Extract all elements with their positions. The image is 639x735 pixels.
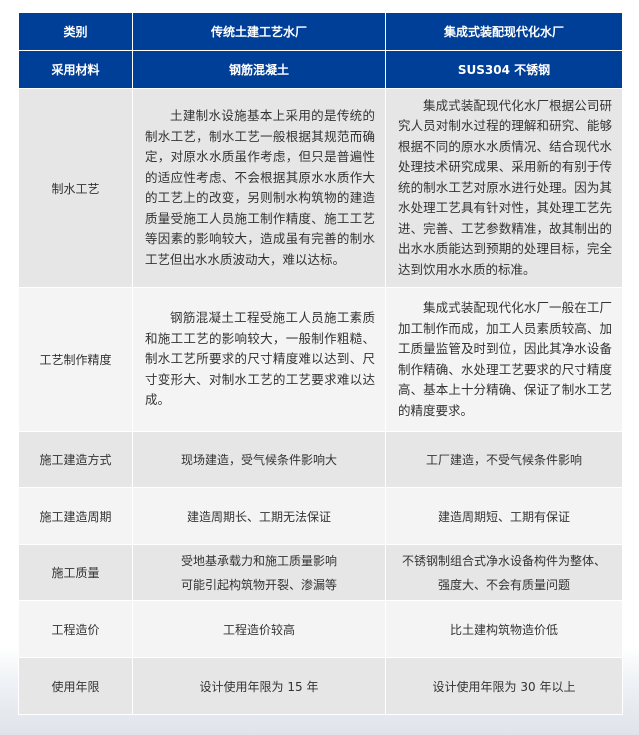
header-category: 类别: [18, 12, 133, 51]
cell-traditional: 现场建造，受气候条件影响大: [132, 431, 386, 488]
table-row: 制水工艺 土建制水设施基本上采用的是传统的制水工艺，制水工艺一般根据其规范而确定…: [18, 88, 623, 288]
row-label: 制水工艺: [18, 88, 133, 288]
cell-integrated: 集成式装配现代化水厂根据公司研究人员对制水过程的理解和研究、能够根据不同的原水水…: [398, 97, 612, 277]
cell-traditional: 土建制水设施基本上采用的是传统的制水工艺，制水工艺一般根据其规范而确定，对原水水…: [145, 108, 375, 267]
cell-traditional: 钢筋混凝土工程受施工人员施工素质和施工工艺的影响较大，一般制作粗糙、制水工艺所要…: [145, 310, 375, 408]
material-row: 采用材料 钢筋混凝土 SUS304 不锈钢: [18, 50, 623, 89]
cell-line: 不锈钢制组合式净水设备构件为整体、: [401, 553, 606, 568]
cell-integrated: 工厂建造，不受气候条件影响: [385, 431, 623, 488]
table-row: 施工质量 受地基承载力和施工质量影响 可能引起构筑物开裂、渗漏等 不锈钢制组合式…: [18, 544, 623, 601]
comparison-table: 类别 传统土建工艺水厂 集成式装配现代化水厂 采用材料 钢筋混凝土 SUS304…: [18, 12, 623, 715]
table-row: 施工建造周期 建造周期长、工期无法保证 建造周期短、工期有保证: [18, 487, 623, 545]
header-integrated: 集成式装配现代化水厂: [385, 12, 623, 51]
table-row: 使用年限 设计使用年限为 15 年 设计使用年限为 30 年以上: [18, 657, 623, 715]
material-traditional: 钢筋混凝土: [132, 50, 386, 89]
row-label: 工程造价: [18, 600, 133, 658]
cell-line: 强度大、不会有质量问题: [437, 577, 570, 592]
row-label: 施工建造方式: [18, 431, 133, 488]
row-label: 施工质量: [18, 544, 133, 601]
row-label: 使用年限: [18, 657, 133, 715]
table-row: 施工建造方式 现场建造，受气候条件影响大 工厂建造，不受气候条件影响: [18, 431, 623, 488]
cell-traditional: 受地基承载力和施工质量影响 可能引起构筑物开裂、渗漏等: [132, 544, 386, 601]
header-traditional: 传统土建工艺水厂: [132, 12, 386, 51]
row-label: 施工建造周期: [18, 487, 133, 545]
table-row: 工艺制作精度 钢筋混凝土工程受施工人员施工素质和施工工艺的影响较大，一般制作粗糙…: [18, 287, 623, 432]
cell-integrated: 设计使用年限为 30 年以上: [385, 657, 623, 715]
material-label: 采用材料: [18, 50, 133, 89]
table-row: 工程造价 工程造价较高 比土建构筑物造价低: [18, 600, 623, 658]
header-row: 类别 传统土建工艺水厂 集成式装配现代化水厂: [18, 12, 623, 51]
cell-line: 可能引起构筑物开裂、渗漏等: [180, 577, 337, 592]
cell-traditional: 设计使用年限为 15 年: [132, 657, 386, 715]
cell-line: 受地基承载力和施工质量影响: [180, 553, 337, 568]
row-label: 工艺制作精度: [18, 287, 133, 432]
material-integrated: SUS304 不锈钢: [385, 50, 623, 89]
cell-integrated: 建造周期短、工期有保证: [385, 487, 623, 545]
cell-integrated: 集成式装配现代化水厂一般在工厂加工制作而成，加工人员素质较高、加工质量监管及时到…: [398, 300, 612, 418]
cell-integrated: 不锈钢制组合式净水设备构件为整体、 强度大、不会有质量问题: [385, 544, 623, 601]
cell-traditional: 建造周期长、工期无法保证: [132, 487, 386, 545]
cell-traditional: 工程造价较高: [132, 600, 386, 658]
cell-integrated: 比土建构筑物造价低: [385, 600, 623, 658]
